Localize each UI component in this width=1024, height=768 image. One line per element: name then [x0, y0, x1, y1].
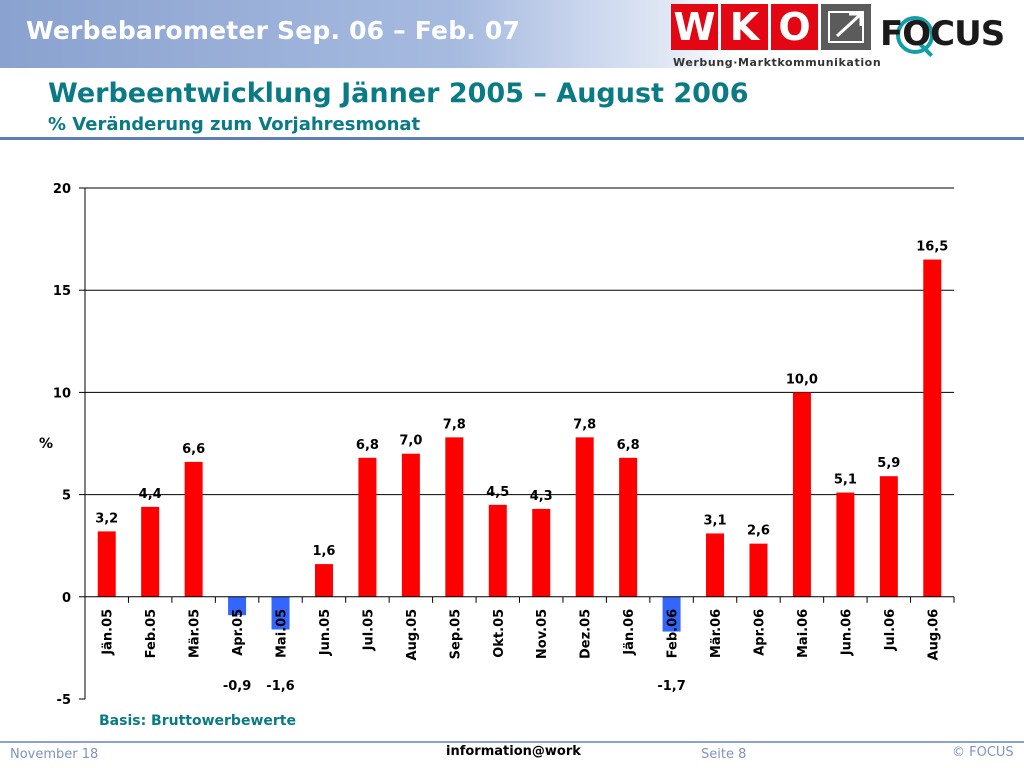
- bar: [358, 457, 377, 597]
- data-label: 5,1: [834, 473, 857, 488]
- bar: [184, 461, 203, 597]
- category-label: Mai.05: [275, 609, 290, 658]
- data-label: 4,3: [530, 489, 553, 504]
- data-label: 16,5: [916, 240, 948, 255]
- category-label: Nov.05: [535, 609, 550, 659]
- data-label: 6,6: [182, 442, 205, 457]
- bar: [662, 596, 681, 632]
- bar: [141, 506, 160, 597]
- y-tick-label: 15: [53, 284, 71, 299]
- data-label: 6,8: [356, 438, 379, 453]
- category-label: Apr.06: [752, 609, 767, 656]
- category-label: Aug.05: [405, 609, 420, 661]
- bar: [97, 531, 116, 597]
- focus-logo-text: FOCUS: [880, 14, 1005, 54]
- data-label: 3,2: [95, 511, 118, 526]
- bar: [228, 596, 247, 616]
- y-tick-label: 20: [53, 182, 71, 197]
- y-tick-label: 0: [62, 591, 71, 606]
- bar: [879, 476, 898, 597]
- chart-subtitle: % Veränderung zum Vorjahresmonat: [48, 114, 421, 135]
- footer-center-text: information@work: [446, 744, 581, 759]
- bar: [836, 492, 855, 597]
- data-label: 5,9: [877, 456, 900, 471]
- data-label: -1,7: [657, 679, 685, 694]
- slide-header-title: Werbebarometer Sep. 06 – Feb. 07: [26, 16, 521, 45]
- bar: [488, 504, 507, 597]
- bar: [923, 259, 942, 597]
- category-label: Feb.05: [144, 609, 159, 659]
- magnifier-icon: [896, 16, 934, 54]
- category-label: Mär.06: [709, 609, 724, 658]
- wko-logo: W K O Werbung·Marktkommunikation: [671, 4, 881, 69]
- category-label: Jun.05: [318, 609, 333, 656]
- bar: [575, 437, 594, 597]
- category-label: Jul.06: [883, 609, 898, 652]
- chart-footnote: Basis: Bruttowerbewerte: [99, 713, 296, 729]
- footer-divider: [0, 741, 1024, 743]
- y-tick-label: -5: [57, 693, 71, 708]
- data-label: 7,0: [399, 434, 422, 449]
- arrow-up-right-icon: [821, 4, 871, 50]
- category-label: Jän.05: [101, 609, 116, 656]
- data-label: 4,4: [139, 487, 162, 502]
- data-label: 7,8: [573, 417, 596, 432]
- data-label: 6,8: [617, 438, 640, 453]
- category-label: Jun.06: [839, 609, 854, 656]
- data-label: 3,1: [704, 513, 727, 528]
- data-label: 7,8: [443, 417, 466, 432]
- bar: [792, 392, 811, 597]
- bar: [532, 508, 551, 597]
- wko-letter-w: W: [671, 4, 718, 50]
- copyright: © FOCUS: [952, 745, 1014, 760]
- wko-tagline: Werbung·Marktkommunikation: [673, 56, 882, 69]
- title-divider: [0, 137, 1024, 140]
- focus-logo: FOCUS: [880, 8, 1010, 70]
- bar: [271, 596, 290, 630]
- bar: [749, 543, 768, 597]
- bar: [619, 457, 638, 597]
- wko-letter-k: K: [721, 4, 768, 50]
- category-label: Apr.05: [231, 609, 246, 656]
- category-label: Mai.06: [796, 609, 811, 658]
- data-label: -0,9: [223, 679, 251, 694]
- data-label: 1,6: [312, 544, 335, 559]
- wko-letter-o: O: [771, 4, 818, 50]
- chart-title: Werbeentwicklung Jänner 2005 – August 20…: [48, 78, 749, 109]
- category-label: Dez.05: [579, 609, 594, 659]
- category-label: Sep.05: [448, 609, 463, 660]
- y-axis-label: %: [39, 436, 53, 452]
- bar: [445, 437, 464, 597]
- bar: [401, 453, 420, 597]
- data-label: -1,6: [266, 679, 294, 694]
- category-label: Okt.05: [492, 609, 507, 658]
- category-label: Feb.06: [666, 609, 681, 659]
- category-label: Jul.05: [361, 609, 376, 652]
- category-label: Jän.06: [622, 609, 637, 656]
- data-label: 2,6: [747, 524, 770, 539]
- bar: [706, 533, 725, 597]
- y-tick-label: 10: [53, 386, 71, 401]
- category-label: Mär.05: [188, 609, 203, 658]
- bar: [314, 564, 333, 597]
- data-label: 4,5: [486, 485, 509, 500]
- data-label: 10,0: [786, 372, 818, 387]
- footer-date: November 18: [10, 747, 99, 762]
- category-label: Aug.06: [926, 609, 941, 661]
- y-tick-label: 5: [62, 489, 71, 504]
- page-number: Seite 8: [701, 747, 747, 762]
